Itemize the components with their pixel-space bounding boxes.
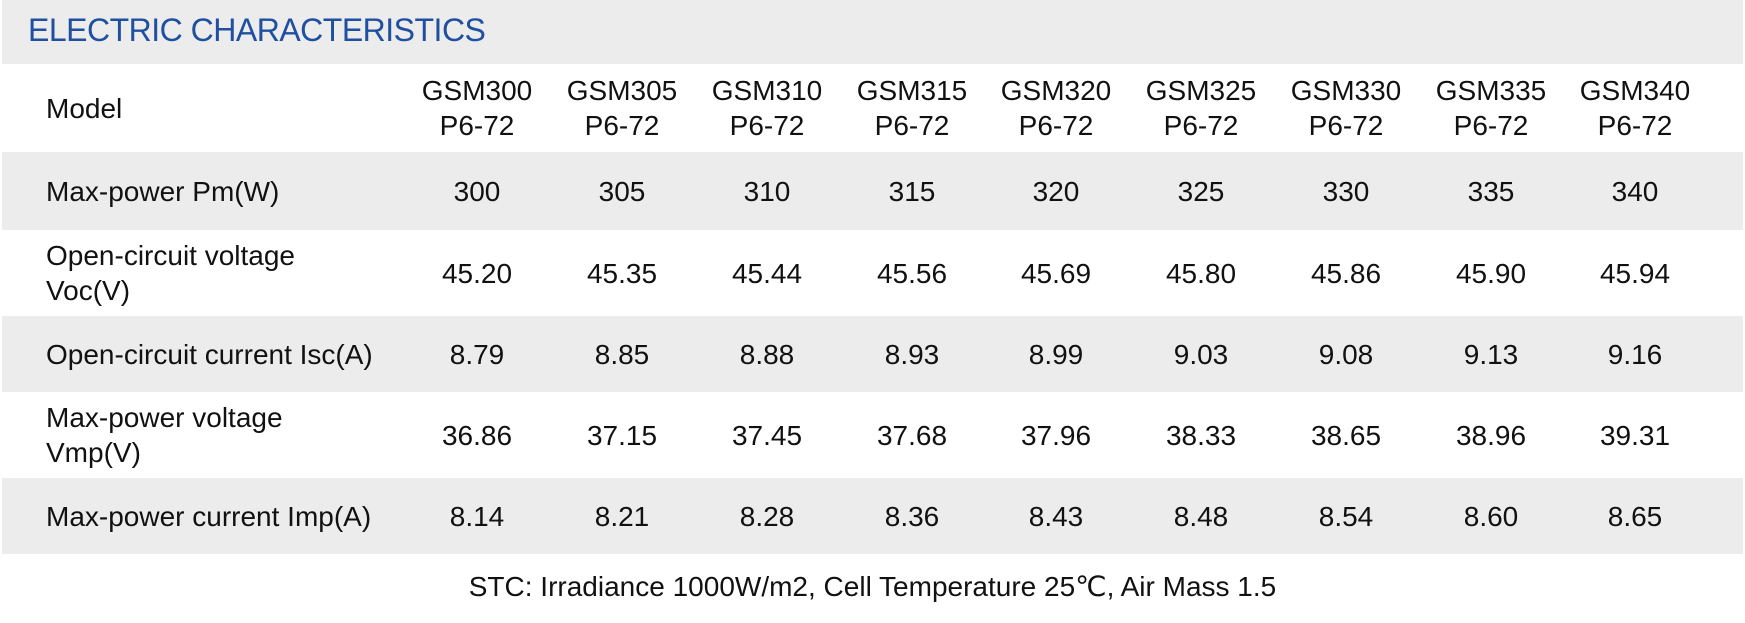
value-cell: 36.86	[441, 419, 513, 451]
model-name-line1: GSM325	[1145, 75, 1257, 106]
title-band	[2, 0, 1743, 64]
value-cell: 8.43	[1028, 500, 1084, 532]
table-row: Max-power Pm(W) 300 305 310 315 320 325 330 335 3…	[2, 152, 1743, 230]
model-header-cell: GSM300 P6-72	[402, 64, 552, 152]
row-label: Max-power voltage Vmp(V)	[46, 392, 416, 478]
value-cell: 45.20	[441, 257, 513, 289]
model-name-line2: P6-72	[439, 110, 515, 141]
value-cell: 45.86	[1310, 257, 1382, 289]
value-cell: 45.94	[1599, 257, 1671, 289]
model-name-line1: GSM335	[1435, 75, 1547, 106]
value-cell: 8.54	[1318, 500, 1374, 532]
section-title: ELECTRIC CHARACTERISTICS	[28, 12, 486, 48]
value-cell: 8.36	[884, 500, 940, 532]
value-cell: 310	[743, 175, 791, 207]
table-row: Max-power current Imp(A) 8.14 8.21 8.28 8.36…	[2, 478, 1743, 554]
value-cell: 45.35	[586, 257, 658, 289]
model-name-line2: P6-72	[1018, 110, 1094, 141]
table-row: Open-circuit voltage Voc(V) 45.20 45.35 45.4…	[2, 230, 1743, 316]
value-cell: 45.44	[731, 257, 803, 289]
footnote: STC: Irradiance 1000W/m2, Cell Temperatu…	[468, 570, 1277, 602]
row-label-line1: Max-power Pm(W)	[46, 175, 280, 207]
value-cell: 8.85	[594, 338, 650, 370]
value-cell: 9.08	[1318, 338, 1374, 370]
model-name-line1: GSM300	[421, 75, 533, 106]
value-cell: 8.88	[739, 338, 795, 370]
value-cell: 8.14	[449, 500, 505, 532]
value-cell: 38.96	[1455, 419, 1527, 451]
row-label: Max-power Pm(W)	[46, 152, 416, 230]
model-header-cell: GSM310 P6-72	[692, 64, 842, 152]
value-cell: 37.96	[1020, 419, 1092, 451]
row-label: Open-circuit current Isc(A)	[46, 316, 416, 392]
value-cell: 8.28	[739, 500, 795, 532]
model-name-line2: P6-72	[1308, 110, 1384, 141]
row-label-line1: Open-circuit voltage	[46, 240, 296, 271]
value-cell: 45.69	[1020, 257, 1092, 289]
value-cell: 8.79	[449, 338, 505, 370]
row-label: Open-circuit voltage Voc(V)	[46, 230, 416, 316]
value-cell: 39.31	[1599, 419, 1671, 451]
row-label-line1: Open-circuit current Isc(A)	[46, 338, 373, 370]
value-cell: 315	[888, 175, 936, 207]
model-header-cell: GSM320 P6-72	[981, 64, 1131, 152]
value-cell: 45.56	[876, 257, 948, 289]
value-cell: 8.48	[1173, 500, 1229, 532]
model-name-line1: GSM340	[1579, 75, 1691, 106]
row-label: Max-power current Imp(A)	[46, 478, 416, 554]
model-name-line1: GSM305	[566, 75, 678, 106]
value-cell: 9.03	[1173, 338, 1229, 370]
model-name-line1: GSM310	[711, 75, 823, 106]
model-header-cell: GSM340 P6-72	[1560, 64, 1710, 152]
value-cell: 38.33	[1165, 419, 1237, 451]
model-header-cell: GSM330 P6-72	[1271, 64, 1421, 152]
value-cell: 300	[453, 175, 501, 207]
table-row: Max-power voltage Vmp(V) 36.86 37.15 37.45 37…	[2, 392, 1743, 478]
model-name-line2: P6-72	[584, 110, 660, 141]
value-cell: 340	[1611, 175, 1659, 207]
model-header-cell: GSM325 P6-72	[1126, 64, 1276, 152]
value-cell: 37.45	[731, 419, 803, 451]
model-name-line1: GSM330	[1290, 75, 1402, 106]
row-label-line1: Max-power voltage	[46, 402, 283, 433]
model-name-line2: P6-72	[874, 110, 950, 141]
table-row: Open-circuit current Isc(A) 8.79 8.85 8.88 8…	[2, 316, 1743, 392]
row-label-line2: Voc(V)	[46, 275, 131, 306]
model-name-line2: P6-72	[1597, 110, 1673, 141]
model-header-cell: GSM335 P6-72	[1416, 64, 1566, 152]
value-cell: 38.65	[1310, 419, 1382, 451]
value-cell: 8.99	[1028, 338, 1084, 370]
model-header-cell: GSM315 P6-72	[837, 64, 987, 152]
value-cell: 8.93	[884, 338, 940, 370]
value-cell: 45.90	[1455, 257, 1527, 289]
value-cell: 8.21	[594, 500, 650, 532]
model-name-line1: GSM320	[1000, 75, 1112, 106]
model-name-line2: P6-72	[729, 110, 805, 141]
header-label-line1: Model	[46, 92, 123, 124]
value-cell: 305	[598, 175, 646, 207]
row-label-line1: Max-power current Imp(A)	[46, 500, 372, 532]
model-name-line2: P6-72	[1453, 110, 1529, 141]
value-cell: 9.13	[1463, 338, 1519, 370]
value-cell: 37.68	[876, 419, 948, 451]
value-cell: 9.16	[1607, 338, 1663, 370]
value-cell: 325	[1177, 175, 1225, 207]
value-cell: 335	[1467, 175, 1515, 207]
header-label: Model	[46, 64, 416, 152]
value-cell: 330	[1322, 175, 1370, 207]
row-label-line2: Vmp(V)	[46, 437, 141, 468]
model-name-line1: GSM315	[856, 75, 968, 106]
value-cell: 8.65	[1607, 500, 1663, 532]
table-header-row: Model GSM300 P6-72 GSM305 P6-72 GSM310 P6-72 GS…	[2, 64, 1743, 152]
value-cell: 8.60	[1463, 500, 1519, 532]
value-cell: 45.80	[1165, 257, 1237, 289]
model-name-line2: P6-72	[1163, 110, 1239, 141]
value-cell: 37.15	[586, 419, 658, 451]
value-cell: 320	[1032, 175, 1080, 207]
model-header-cell: GSM305 P6-72	[547, 64, 697, 152]
